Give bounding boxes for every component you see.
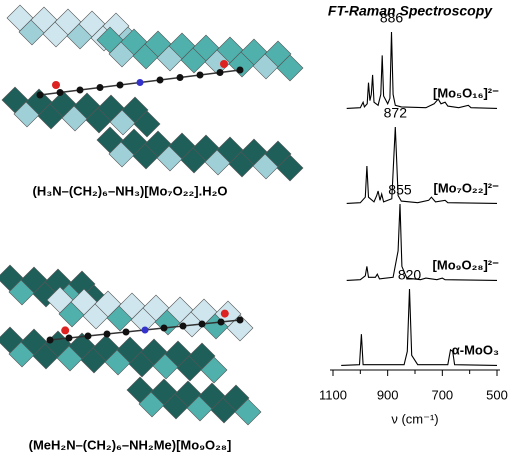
atom	[46, 336, 54, 344]
atom	[196, 71, 204, 79]
atom	[160, 324, 168, 332]
atom	[198, 320, 206, 328]
atom	[220, 309, 229, 318]
caption: (MeH₂N–(CH₂)₆–NH₂Me)[Mo₉O₂₈]	[29, 437, 232, 452]
atom	[179, 322, 187, 330]
atom	[96, 84, 104, 91]
atom	[136, 79, 144, 86]
atom	[56, 89, 64, 96]
legend-label: [Mo₅O₁₆]²⁻	[433, 85, 499, 100]
octahedron	[200, 356, 228, 384]
atom	[76, 86, 84, 94]
peak-label: 820	[398, 267, 422, 283]
atom	[36, 91, 44, 99]
octahedron	[226, 314, 254, 342]
atom	[141, 326, 149, 334]
atom	[52, 81, 60, 89]
x-tick-label: 900	[377, 387, 399, 402]
atom	[216, 69, 224, 76]
x-tick-label: 500	[486, 387, 508, 402]
peak-label: 886	[380, 10, 404, 26]
octahedron	[276, 54, 304, 82]
spectrum	[346, 126, 498, 204]
peak-label: 872	[384, 105, 408, 121]
x-tick-label: 1100	[319, 387, 347, 402]
x-tick-label: 700	[431, 387, 453, 402]
legend-label: [Mo₉O₂₈]²⁻	[433, 257, 500, 272]
atom	[116, 81, 124, 89]
atom	[156, 76, 164, 84]
atom	[61, 326, 70, 335]
octahedron	[276, 154, 304, 182]
octahedron	[133, 110, 161, 138]
atom	[122, 328, 130, 336]
legend-label: α-MoO₃	[452, 342, 499, 357]
atom	[220, 60, 228, 68]
atom	[176, 74, 184, 81]
x-axis-label: ν (cm⁻¹)	[391, 411, 438, 426]
caption: (H₃N–(CH₂)₆–NH₃)[Mo₇O₂₂].H₂O	[33, 183, 228, 198]
atom	[236, 316, 244, 324]
atom	[65, 334, 73, 342]
atom	[236, 66, 244, 74]
legend-label: [Mo₇O₂₂]²⁻	[434, 180, 500, 195]
atom	[84, 332, 92, 340]
spectrum	[346, 203, 498, 281]
peak-label: 855	[388, 182, 412, 198]
crystal-structures	[0, 4, 304, 426]
spectrum	[341, 288, 498, 366]
atom	[217, 318, 225, 326]
chart-title: FT-Raman Spectroscopy	[328, 3, 493, 19]
octahedron	[234, 398, 262, 426]
atom	[103, 330, 111, 338]
spectrum	[346, 31, 498, 109]
